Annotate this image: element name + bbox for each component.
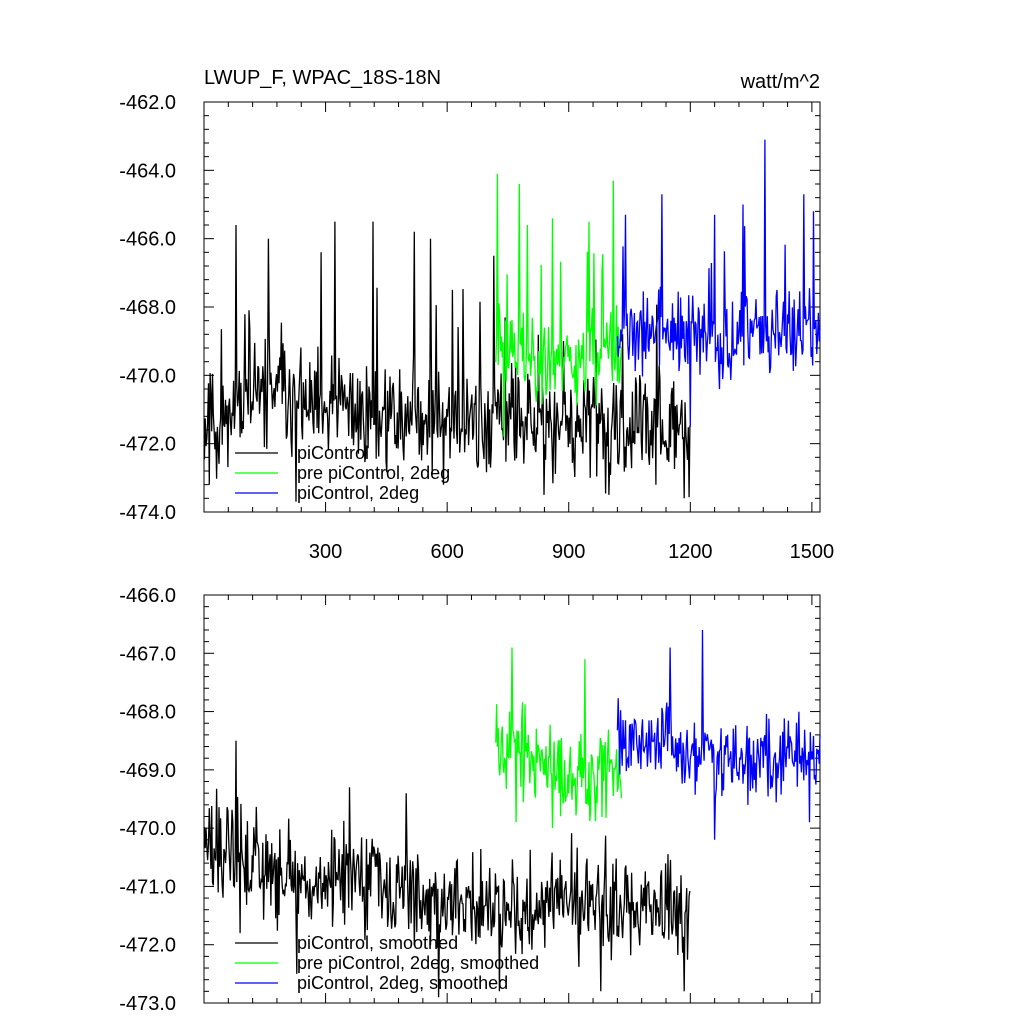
y-tick-label: -469.0	[119, 760, 176, 782]
series-line	[203, 221, 691, 502]
series-line	[495, 647, 623, 829]
y-tick-label: -473.0	[119, 993, 176, 1015]
y-tick-label: -466.0	[119, 229, 176, 251]
y-tick-label: -472.0	[119, 434, 176, 456]
top-panel-units: watt/m^2	[740, 71, 820, 93]
legend-label: piControl	[297, 443, 369, 463]
series-line	[616, 139, 821, 427]
y-tick-label: -464.0	[119, 160, 176, 182]
legend-label: pre piControl, 2deg, smoothed	[297, 953, 539, 973]
legend-label: piControl, 2deg, smoothed	[297, 973, 508, 993]
y-tick-label: -466.0	[119, 585, 176, 607]
top-panel-title: LWUP_F, WPAC_18S-18N	[204, 67, 441, 89]
y-tick-label: -467.0	[119, 643, 176, 665]
series-line	[495, 173, 623, 437]
y-tick-label: -468.0	[119, 297, 176, 319]
series-line	[203, 740, 691, 998]
x-tick-label: 900	[552, 541, 585, 563]
y-tick-label: -471.0	[119, 876, 176, 898]
y-tick-label: -474.0	[119, 502, 176, 524]
legend-label: piControl, smoothed	[297, 933, 458, 953]
series-line	[616, 629, 821, 840]
y-tick-label: -468.0	[119, 702, 176, 724]
y-tick-label: -462.0	[119, 92, 176, 114]
bottom-panel: -473.0 -472.0 -471.0 -470.0 -469.0 -468.0 -467…	[119, 585, 821, 1015]
x-tick-label: 600	[430, 541, 463, 563]
y-tick-label: -472.0	[119, 935, 176, 957]
x-tick-label: 1500	[790, 541, 835, 563]
y-tick-label: -470.0	[119, 365, 176, 387]
x-tick-label: 1200	[668, 541, 713, 563]
plot-frame	[203, 594, 821, 1004]
x-tick-label: 300	[309, 541, 342, 563]
legend-label: piControl, 2deg	[297, 483, 419, 503]
y-tick-label: -470.0	[119, 818, 176, 840]
top-panel: LWUP_F, WPAC_18S-18N watt/m^2 -474.0 -472…	[119, 67, 834, 563]
legend-label: pre piControl, 2deg	[297, 463, 450, 483]
